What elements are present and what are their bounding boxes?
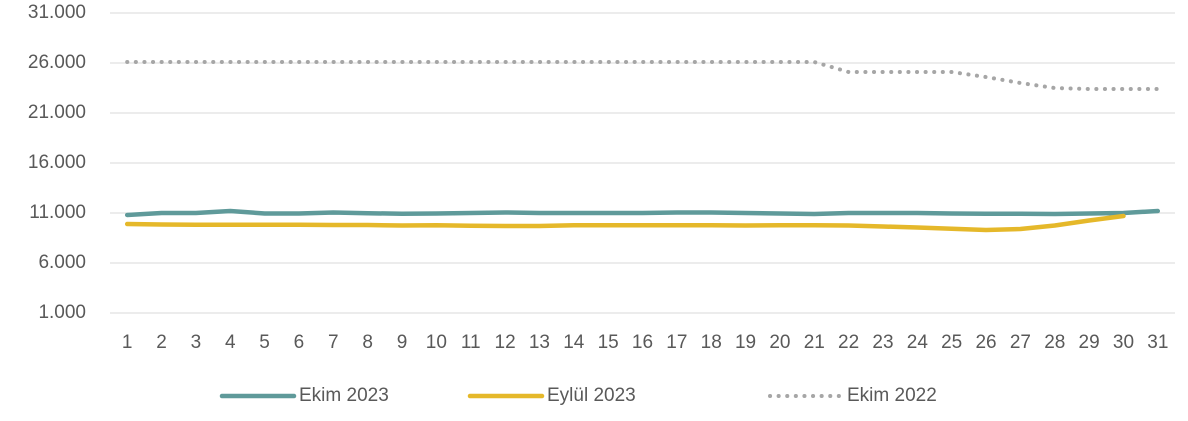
x-tick-label: 3 [191, 332, 202, 353]
x-tick-label: 20 [769, 332, 790, 353]
x-tick-label: 29 [1079, 332, 1100, 353]
x-tick-label: 17 [666, 332, 687, 353]
x-tick-label: 10 [426, 332, 447, 353]
x-tick-label: 16 [632, 332, 653, 353]
x-tick-label: 12 [495, 332, 516, 353]
x-tick-label: 22 [838, 332, 859, 353]
x-tick-label: 2 [156, 332, 167, 353]
y-tick-label: 21.000 [28, 102, 86, 123]
x-tick-label: 24 [907, 332, 929, 353]
x-tick-label: 28 [1044, 332, 1065, 353]
y-tick-label: 16.000 [28, 152, 86, 173]
x-tick-label: 1 [122, 332, 133, 353]
series-line [125, 60, 1160, 91]
x-tick-label: 13 [529, 332, 550, 353]
series-line [124, 208, 1161, 218]
y-tick-label: 6.000 [38, 252, 86, 273]
x-tick-label: 21 [804, 332, 825, 353]
y-tick-label: 31.000 [28, 2, 86, 23]
x-tick-label: 27 [1010, 332, 1031, 353]
legend-label: Ekim 2022 [847, 385, 937, 406]
x-tick-label: 9 [397, 332, 408, 353]
x-tick-label: 4 [225, 332, 236, 353]
x-tick-label: 19 [735, 332, 756, 353]
y-tick-label: 11.000 [29, 202, 86, 223]
x-tick-label: 5 [259, 332, 270, 353]
x-tick-label: 8 [362, 332, 373, 353]
x-tick-label: 25 [941, 332, 962, 353]
x-tick-label: 15 [598, 332, 619, 353]
x-tick-label: 11 [461, 332, 481, 353]
legend-label: Ekim 2023 [299, 385, 389, 406]
x-tick-label: 31 [1147, 332, 1168, 353]
legend-label: Eylül 2023 [547, 385, 636, 406]
x-tick-label: 6 [294, 332, 305, 353]
x-tick-label: 18 [701, 332, 722, 353]
y-tick-label: 26.000 [28, 52, 86, 73]
x-tick-label: 23 [872, 332, 893, 353]
x-tick-label: 26 [975, 332, 996, 353]
x-tick-label: 14 [563, 332, 585, 353]
series-line [124, 213, 1126, 233]
x-tick-label: 7 [328, 332, 339, 353]
y-tick-label: 1.000 [38, 302, 86, 323]
x-tick-label: 30 [1113, 332, 1134, 353]
